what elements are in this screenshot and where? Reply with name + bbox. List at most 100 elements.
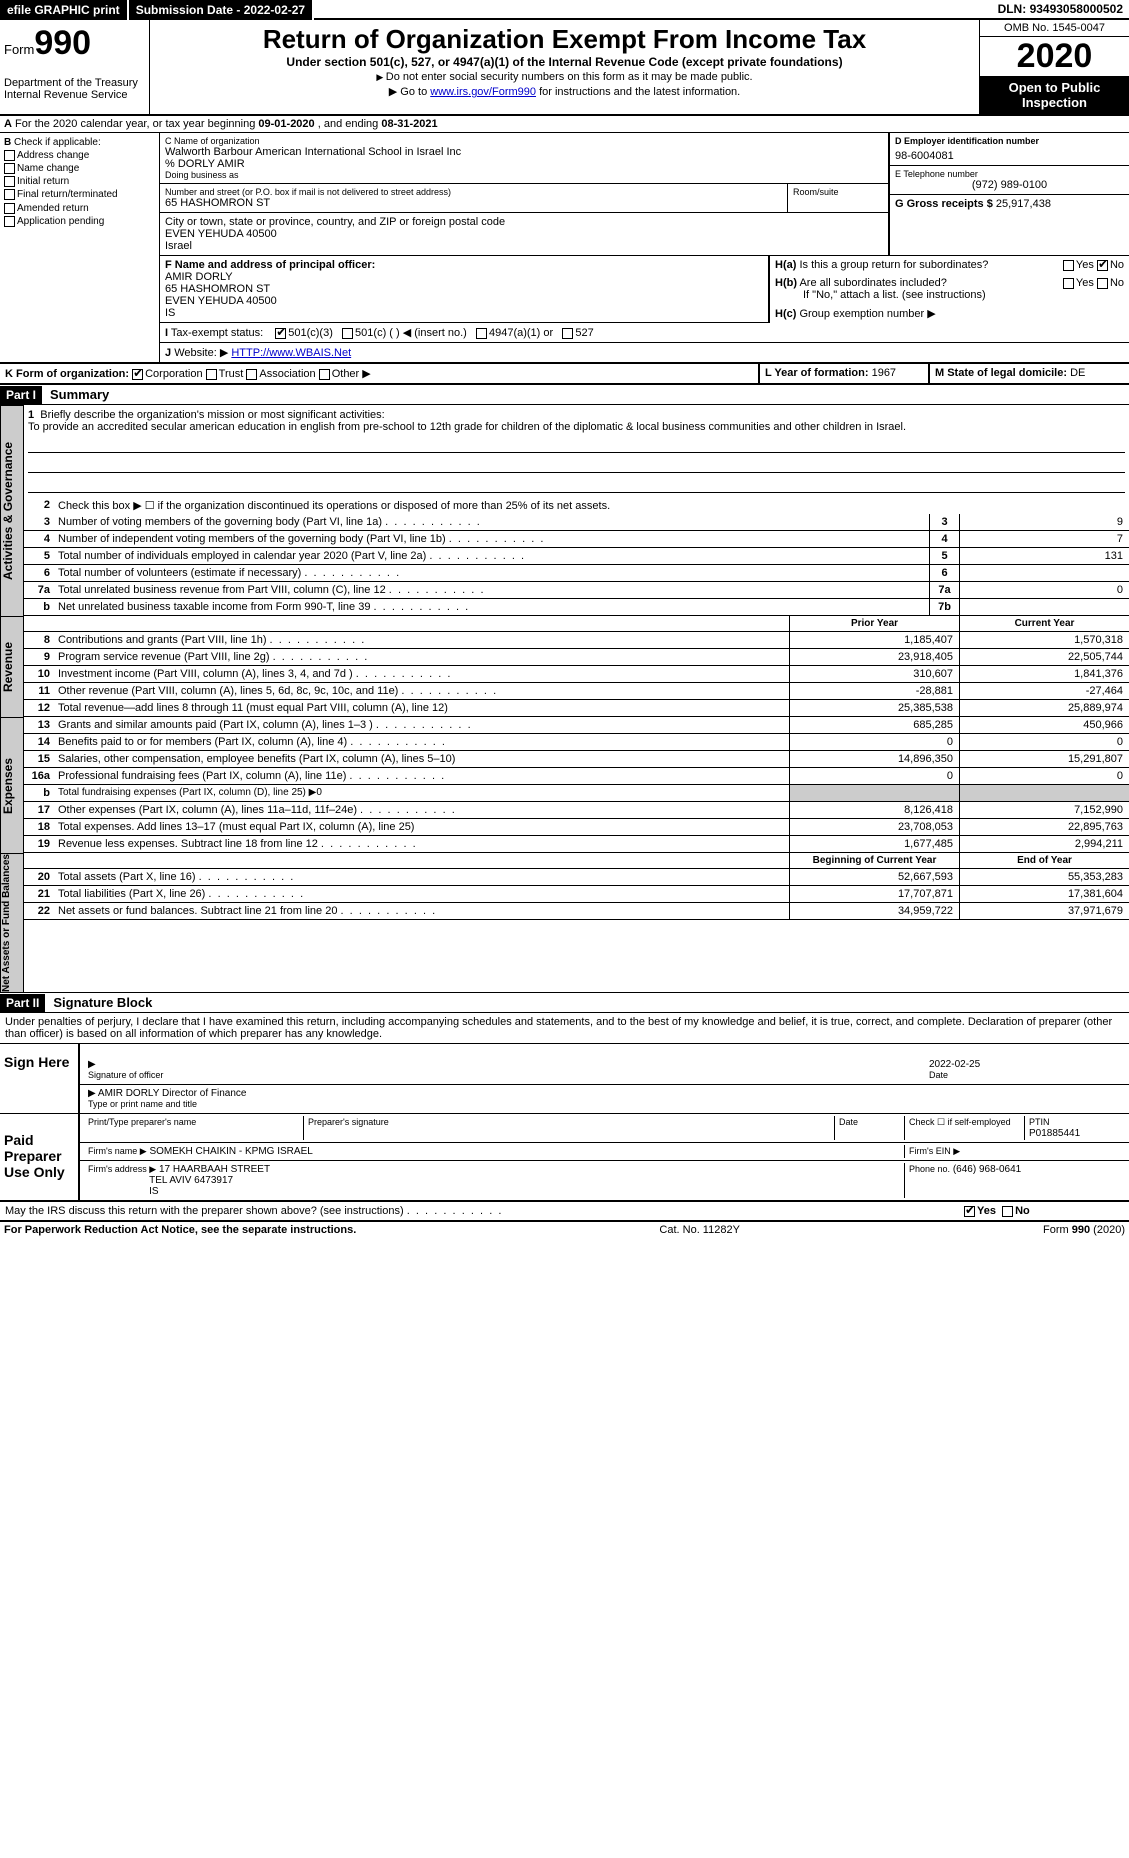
section-c-city: City or town, state or province, country… (160, 213, 888, 255)
efile-print-btn[interactable]: efile GRAPHIC print (0, 0, 127, 20)
net-tab: Net Assets or Fund Balances (0, 853, 24, 992)
dln-value: 93493058000502 (1030, 2, 1123, 16)
section-d: D Employer identification number 98-6004… (890, 133, 1129, 166)
tax-year: 2020 (980, 37, 1129, 76)
ptin: P01885441 (1029, 1128, 1080, 1139)
line-5: 5Total number of individuals employed in… (24, 548, 1129, 565)
h-b: H(b) Are all subordinates included? Yes … (770, 274, 1129, 304)
telephone: (972) 989-0100 (895, 179, 1124, 191)
cb-other[interactable] (319, 369, 330, 380)
section-k: K Form of organization: Corporation Trus… (0, 364, 759, 383)
v7b (959, 599, 1129, 615)
line-16a: 16aProfessional fundraising fees (Part I… (24, 768, 1129, 785)
v3: 9 (959, 514, 1129, 530)
section-j: J Website: ▶ HTTP://www.WBAIS.Net (160, 343, 1129, 362)
header-left: Form990 Department of the Treasury Inter… (0, 20, 150, 114)
cb-amended-return[interactable] (4, 203, 15, 214)
cb-corp[interactable] (132, 369, 143, 380)
ptin-lbl: PTIN (1029, 1117, 1050, 1127)
cb-ha-no[interactable] (1097, 260, 1108, 271)
cb-application-pending[interactable] (4, 216, 15, 227)
cb-501c[interactable] (342, 328, 353, 339)
cb-hb-yes[interactable] (1063, 278, 1074, 289)
net-section: Net Assets or Fund Balances Beginning of… (0, 853, 1129, 992)
ha-text: Is this a group return for subordinates? (799, 259, 988, 271)
discuss-text: May the IRS discuss this return with the… (0, 1202, 959, 1220)
line-19: 19Revenue less expenses. Subtract line 1… (24, 836, 1129, 853)
website-link[interactable]: HTTP://www.WBAIS.Net (231, 347, 351, 359)
v7a: 0 (959, 582, 1129, 598)
firm-name-lbl: Firm's name ▶ (88, 1146, 147, 1156)
firm-addr2: TEL AVIV 6473917 (149, 1175, 233, 1186)
goto-note: ▶ Go to www.irs.gov/Form990 for instruct… (154, 85, 975, 98)
col-current: Current Year (959, 616, 1129, 631)
cb-final-return[interactable] (4, 189, 15, 200)
r20-b: 52,667,593 (789, 869, 959, 885)
officer-addr3: IS (165, 307, 175, 319)
line-17: 17Other expenses (Part IX, column (A), l… (24, 802, 1129, 819)
l7b-desc: Net unrelated business taxable income fr… (54, 599, 929, 615)
l7a-desc: Total unrelated business revenue from Pa… (54, 582, 929, 598)
line-4: 4Number of independent voting members of… (24, 531, 1129, 548)
subdate-label: Submission Date - (136, 3, 244, 17)
r21-b: 17,707,871 (789, 886, 959, 902)
instructions-link[interactable]: www.irs.gov/Form990 (430, 86, 536, 98)
r11-py: -28,881 (789, 683, 959, 699)
cb-initial-return[interactable] (4, 176, 15, 187)
country-val: Israel (165, 240, 883, 252)
cb-ha-yes[interactable] (1063, 260, 1074, 271)
exp-section: Expenses 13Grants and similar amounts pa… (0, 717, 1129, 853)
line-15: 15Salaries, other compensation, employee… (24, 751, 1129, 768)
sig-officer-lbl: Signature of officer (88, 1070, 163, 1080)
r22-b: 34,959,722 (789, 903, 959, 919)
hc-text: Group exemption number ▶ (799, 308, 935, 320)
line-20: 20Total assets (Part X, line 16) 52,667,… (24, 869, 1129, 886)
perjury-statement: Under penalties of perjury, I declare th… (0, 1013, 1129, 1044)
cb-name-change[interactable] (4, 163, 15, 174)
line-18: 18Total expenses. Add lines 13–17 (must … (24, 819, 1129, 836)
r16b-cy (959, 785, 1129, 801)
l3-desc: Number of voting members of the governin… (54, 514, 929, 530)
footer-left: For Paperwork Reduction Act Notice, see … (4, 1224, 356, 1236)
rev-tab: Revenue (0, 616, 24, 717)
footer-right: Form 990 (2020) (1043, 1224, 1125, 1236)
cb-assoc[interactable] (246, 369, 257, 380)
line-22: 22Net assets or fund balances. Subtract … (24, 903, 1129, 920)
sign-here-row: Sign Here ▶Signature of officer 2022-02-… (0, 1044, 1129, 1114)
col-mid: C Name of organization Walworth Barbour … (160, 133, 1129, 362)
city-val: EVEN YEHUDA 40500 (165, 228, 883, 240)
org-name: Walworth Barbour American International … (165, 146, 883, 158)
cb-trust[interactable] (206, 369, 217, 380)
open-inspection: Open to Public Inspection (980, 76, 1129, 114)
col-prior: Prior Year (789, 616, 959, 631)
submission-date-btn[interactable]: Submission Date - 2022-02-27 (129, 0, 312, 20)
cb-501c3[interactable] (275, 328, 286, 339)
r13-py: 685,285 (789, 717, 959, 733)
self-emp: Check ☐ if self-employed (909, 1117, 1011, 1127)
info-grid: B Check if applicable: Address change Na… (0, 133, 1129, 364)
cb-discuss-no[interactable] (1002, 1206, 1013, 1217)
part-ii-title: Signature Block (45, 993, 160, 1012)
officer-addr1: 65 HASHOMRON ST (165, 283, 270, 295)
section-c-street: Number and street (or P.O. box if mail i… (160, 184, 788, 213)
section-h: H(a) Is this a group return for subordin… (769, 256, 1129, 323)
page-footer: For Paperwork Reduction Act Notice, see … (0, 1221, 1129, 1238)
street-lbl: Number and street (or P.O. box if mail i… (165, 187, 782, 197)
cb-hb-no[interactable] (1097, 278, 1108, 289)
cb-address-change[interactable] (4, 150, 15, 161)
discuss-row: May the IRS discuss this return with the… (0, 1201, 1129, 1221)
cb-4947[interactable] (476, 328, 487, 339)
date-lbl2: Date (839, 1117, 858, 1127)
firm-addr3: IS (149, 1186, 158, 1197)
top-bar: efile GRAPHIC print Submission Date - 20… (0, 0, 1129, 20)
paid-preparer: Paid Preparer Use Only (0, 1114, 80, 1200)
exp-tab: Expenses (0, 717, 24, 853)
cb-discuss-yes[interactable] (964, 1206, 975, 1217)
b-item-3: Final return/terminated (17, 190, 118, 201)
part-ii-header: Part II Signature Block (0, 992, 1129, 1013)
cb-527[interactable] (562, 328, 573, 339)
goto-a: Go to (400, 86, 430, 98)
form-label: Form (4, 42, 34, 57)
city-lbl: City or town, state or province, country… (165, 216, 883, 228)
r13-cy: 450,966 (959, 717, 1129, 733)
